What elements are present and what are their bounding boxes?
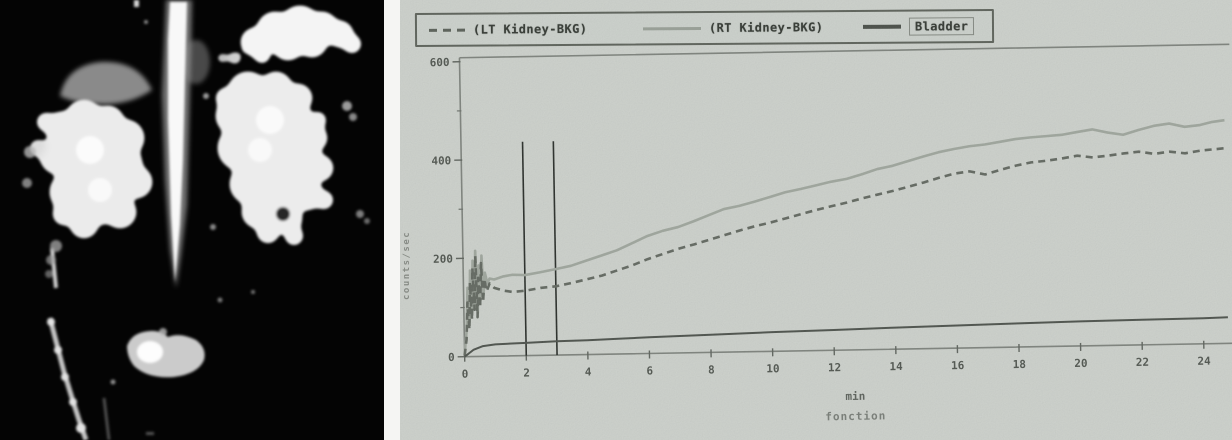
dashed-line-sample-icon [428, 28, 466, 32]
x-tick-label: 0 [462, 368, 469, 381]
x-tick-label: 18 [1013, 358, 1026, 371]
x-tick-label: 4 [585, 365, 592, 378]
x-tick-label: 22 [1136, 356, 1149, 369]
x-axis-caption: fonction [825, 409, 886, 423]
y-tick-label: 200 [433, 253, 453, 266]
y-tick-label: 400 [431, 154, 451, 167]
x-tick-label: 24 [1197, 355, 1211, 368]
y-axis-title: counts/sec [402, 230, 412, 300]
y-tick-label: 600 [430, 56, 450, 69]
plot-frame [458, 43, 1232, 358]
legend-item-bladder: Bladder [862, 11, 975, 42]
x-axis-ticks: 0 2 4 6 8 10 12 14 16 18 20 22 24 [462, 340, 1211, 381]
legend-label-lt: (LT Kidney-BKG) [472, 21, 588, 37]
catheter-streak [47, 317, 116, 440]
top-right-blob [217, 6, 361, 64]
x-tick-label: 8 [708, 363, 715, 376]
renal-scan-image [0, 0, 384, 440]
chart-legend: (LT Kidney-BKG) (RT Kidney-BKG) Bladder [414, 8, 995, 48]
x-tick-label: 10 [766, 362, 779, 375]
x-tick-label: 12 [828, 361, 841, 374]
y-tick-label: 0 [448, 351, 455, 364]
legend-item-rt-kidney: (RT Kidney-BKG) [642, 12, 824, 43]
right-kidney-blob [216, 72, 370, 245]
x-tick-label: 2 [523, 367, 530, 380]
x-tick-label: 14 [889, 360, 903, 373]
spine-column-core [168, 2, 187, 282]
left-kidney-tail [45, 240, 62, 289]
x-tick-label: 16 [951, 359, 965, 372]
bladder-blob [127, 328, 205, 378]
roi-marker-line [521, 141, 528, 356]
roi-marker-lines [521, 141, 558, 356]
scan-specks [134, 0, 255, 435]
x-tick-label: 6 [646, 364, 653, 377]
x-tick-label: 20 [1074, 357, 1087, 370]
left-kidney-blob [22, 100, 152, 238]
legend-label-bladder: Bladder [908, 17, 975, 36]
legend-label-rt: (RT Kidney-BKG) [708, 20, 824, 35]
roi-marker-line [552, 141, 558, 356]
legend-item-lt-kidney: (LT Kidney-BKG) [428, 14, 588, 45]
solid-dark-line-sample-icon [862, 24, 902, 29]
renal-scan-image-panel [0, 0, 384, 440]
solid-light-line-sample-icon [642, 26, 702, 30]
renogram-chart-panel: 0 200 400 600 0 2 4 6 8 10 12 14 16 18 20 22 24 min fon… [400, 0, 1232, 440]
liver-blob [60, 61, 152, 105]
x-axis-unit-label: min [845, 390, 865, 403]
